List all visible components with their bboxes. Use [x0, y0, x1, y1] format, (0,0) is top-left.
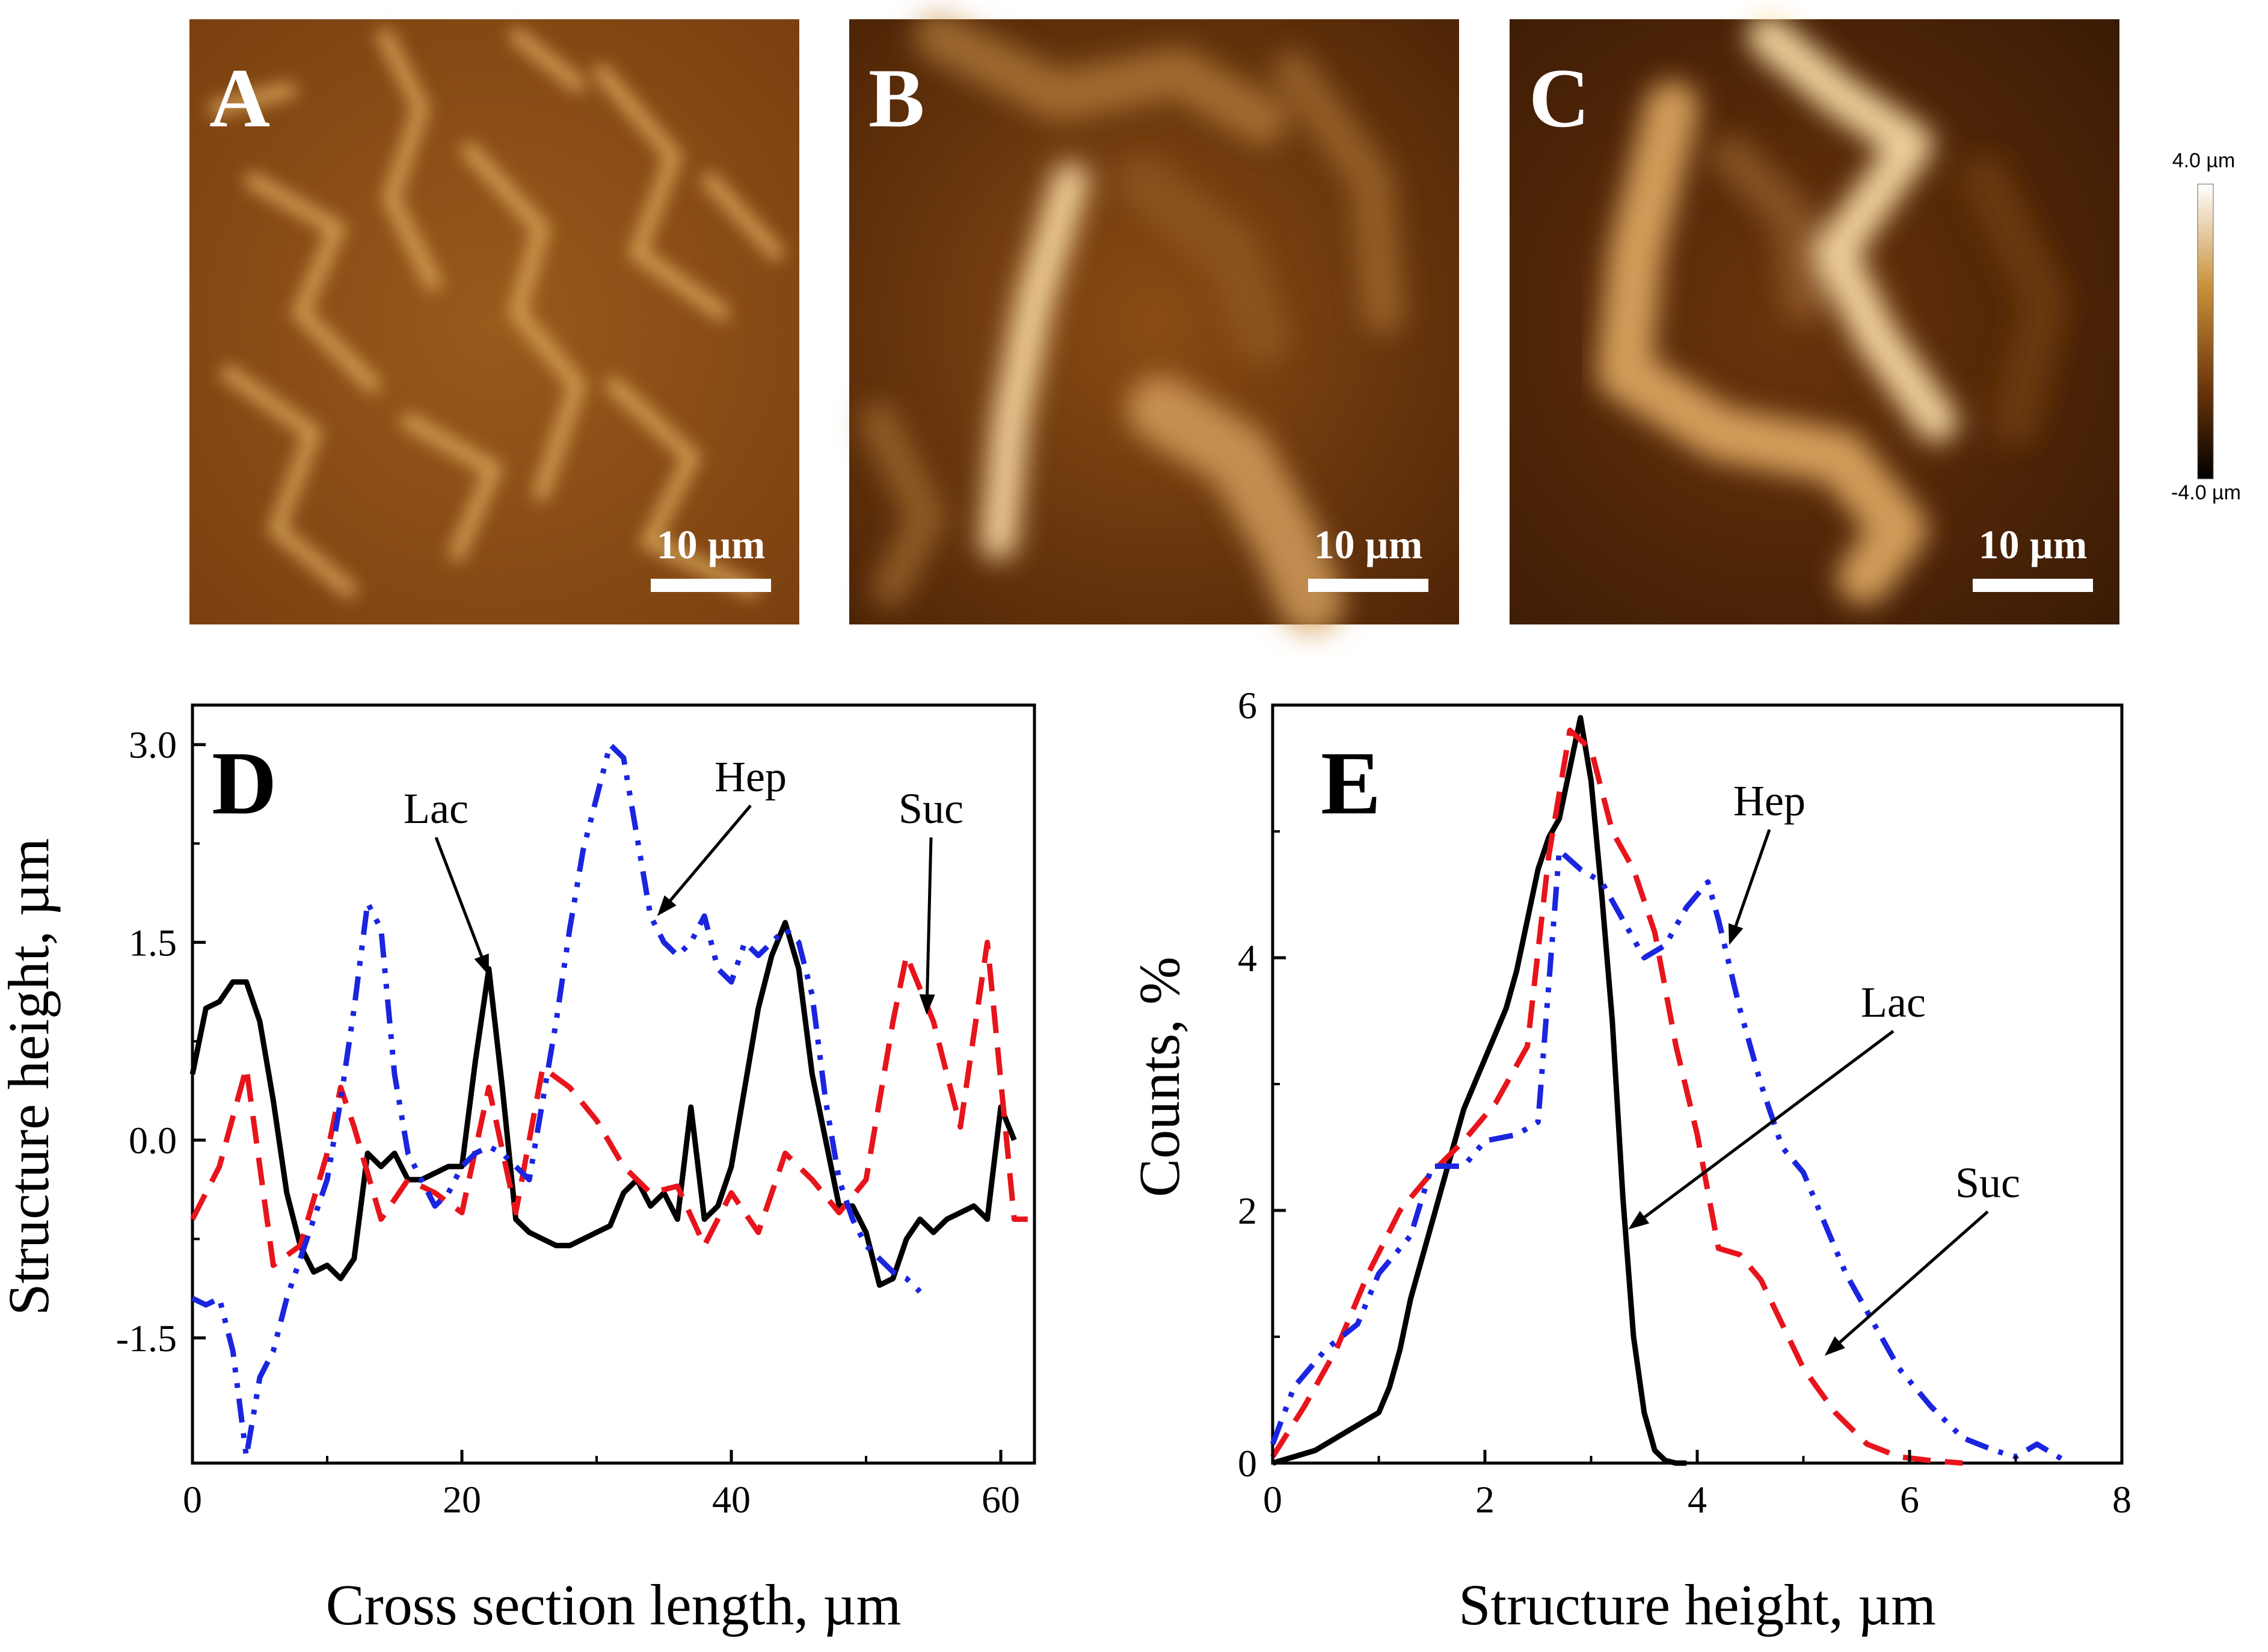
colorbar-gradient: [2197, 183, 2214, 479]
chart-d: 0 20 40 60 -1.5 0.0 1.5 3.0 Lac Hep Suc D Cross s…: [0, 703, 1036, 1637]
scale-bar-label-c: 10 µm: [1979, 522, 2088, 567]
panel-letter-c: C: [1529, 52, 1590, 145]
chart-e: 0 2 4 6 8 0 2 4 6 Hep Lac Suc E Structure height, …: [1127, 684, 2131, 1637]
chart-d-series-hep: [191, 742, 922, 1459]
chart-d-series-suc: [189, 939, 1028, 1268]
chart-d-letter: D: [212, 733, 277, 833]
chart-d-ytick-label: 0.0: [129, 1119, 177, 1162]
chart-e-annotations: Hep Lac Suc: [1628, 777, 2020, 1356]
afm-texture-c: [1597, 15, 2069, 605]
afm-panel-a: A 10 µm: [189, 19, 799, 624]
chart-d-ytick-label: -1.5: [116, 1317, 177, 1360]
afm-image-b: [849, 19, 1459, 624]
afm-texture-a: [209, 28, 784, 597]
scale-bar-c: [1973, 579, 2093, 592]
chart-d-annotation-arrowhead: [919, 994, 935, 1015]
chart-e-annotation-lac: Lac: [1861, 978, 1926, 1026]
chart-d-xtick-label: 40: [712, 1478, 751, 1521]
chart-e-xtick-label: 6: [1900, 1478, 1919, 1521]
chart-d-annotation-arrowhead: [657, 895, 677, 916]
chart-e-series: [1270, 715, 2071, 1466]
chart-e-ytick-label: 2: [1238, 1189, 1257, 1232]
scale-bar-a: [651, 579, 771, 592]
chart-e-letter: E: [1321, 733, 1381, 833]
chart-d-ytick-label: 3.0: [129, 724, 177, 766]
afm-panel-b: B 10 µm: [849, 12, 1459, 635]
colorbar-min-label: -4.0 µm: [2171, 481, 2241, 504]
chart-e-annotation-arrowhead: [1728, 923, 1744, 945]
scale-bar-label-a: 10 µm: [657, 522, 766, 567]
chart-d-annotation-arrowhead: [474, 953, 489, 976]
chart-d-frame: [191, 703, 1036, 1465]
chart-d-xtick-label: 20: [443, 1478, 481, 1521]
scale-bar-b: [1308, 579, 1428, 592]
chart-d-series: [189, 742, 1028, 1459]
panel-letter-b: B: [868, 52, 924, 145]
chart-e-annotation-arrow: [1734, 829, 1771, 926]
chart-d-annotation-arrow: [926, 837, 933, 995]
chart-e-series-suc: [1270, 727, 1963, 1466]
chart-e-annotation-hep: Hep: [1733, 777, 1805, 825]
chart-d-annotation-hep: Hep: [715, 753, 787, 801]
scale-bar-label-b: 10 µm: [1314, 522, 1423, 567]
afm-panel-c: C 10 µm: [1510, 15, 2119, 624]
chart-e-annotation-arrowhead: [1824, 1336, 1845, 1356]
chart-e-xtick-label: 2: [1475, 1478, 1495, 1521]
chart-e-annotation-arrow: [1644, 1029, 1895, 1219]
chart-d-ylabel: Structure height, µm: [0, 838, 61, 1316]
chart-d-xlabel: Cross section length, µm: [326, 1573, 902, 1637]
chart-e-ytick-label: 6: [1238, 684, 1257, 727]
chart-d-annotation-suc: Suc: [899, 784, 963, 833]
chart-e-xtick-label: 0: [1263, 1478, 1282, 1521]
chart-e-series-lac: [1271, 715, 1687, 1466]
chart-e-annotation-suc: Suc: [1955, 1159, 2020, 1207]
chart-d-xtick-label: 60: [982, 1478, 1020, 1521]
chart-e-axis-ticks: 0 2 4 6 8 0 2 4 6: [1238, 684, 2131, 1521]
chart-e-annotation-arrowhead: [1628, 1210, 1650, 1230]
chart-d-annotation-arrow: [434, 837, 483, 957]
chart-e-xtick-label: 4: [1688, 1478, 1707, 1521]
afm-texture-b: [860, 12, 1404, 635]
chart-e-ytick-label: 4: [1238, 937, 1257, 979]
chart-d-xtick-label: 0: [183, 1478, 202, 1521]
colorbar: 4.0 µm -4.0 µm: [2171, 149, 2241, 504]
chart-d-annotation-lac: Lac: [404, 784, 469, 833]
chart-e-annotation-arrow: [1839, 1210, 1989, 1343]
chart-d-axis-ticks: 0 20 40 60 -1.5 0.0 1.5 3.0: [116, 724, 1020, 1521]
chart-e-ylabel: Counts, %: [1127, 957, 1191, 1197]
panel-letter-a: A: [209, 52, 270, 145]
chart-d-annotations: Lac Hep Suc: [404, 753, 963, 1015]
chart-e-xtick-label: 8: [2112, 1478, 2131, 1521]
colorbar-max-label: 4.0 µm: [2172, 149, 2236, 172]
chart-d-series-lac: [189, 920, 1017, 1288]
chart-e-ytick-label: 0: [1238, 1442, 1257, 1485]
chart-d-annotation-arrow: [669, 804, 752, 902]
chart-d-ytick-label: 1.5: [129, 921, 177, 964]
chart-e-xlabel: Structure height, µm: [1458, 1573, 1936, 1637]
afm-image-a: [189, 19, 799, 624]
